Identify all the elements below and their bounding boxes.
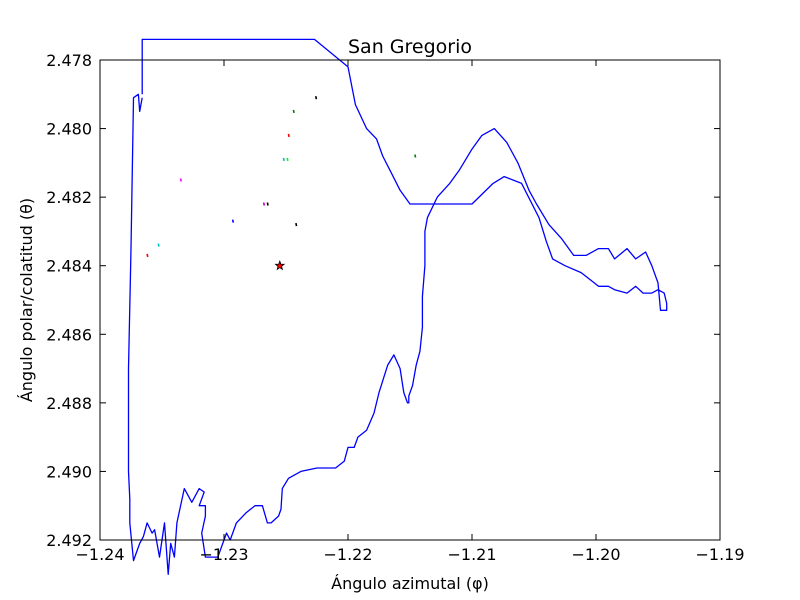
y-tick-label: 2.478: [46, 51, 92, 70]
point-marker-0: [314, 96, 318, 100]
point-marker-3: [286, 157, 289, 162]
series-line-boundary: [127, 38, 668, 575]
point-marker-5: [414, 154, 417, 158]
y-tick-label: 2.490: [46, 462, 92, 481]
x-axis-ticks: −1.24 −1.23 −1.22 −1.21 −1.20 −1.19: [75, 60, 745, 564]
point-marker-11: [157, 243, 160, 247]
y-tick-label: 2.488: [46, 394, 92, 413]
point-marker-2: [287, 133, 290, 138]
point-marker-6: [179, 178, 182, 182]
x-tick-label: −1.23: [199, 545, 248, 564]
y-tick-label: 2.484: [46, 257, 92, 276]
y-tick-label: 2.492: [46, 531, 92, 550]
x-tick-label: −1.22: [323, 545, 372, 564]
star-marker: [274, 260, 286, 271]
point-marker-8: [262, 202, 266, 206]
plot-area: [127, 38, 668, 575]
x-tick-label: −1.21: [447, 545, 496, 564]
point-marker-7: [266, 202, 269, 206]
axes-frame: [99, 59, 721, 541]
x-axis-label: Ángulo azimutal (φ): [331, 574, 489, 593]
x-tick-label: −1.19: [695, 545, 744, 564]
point-marker-1: [292, 109, 295, 114]
y-tick-label: 2.486: [46, 325, 92, 344]
y-axis-label: Ángulo polar/colatitud (θ): [17, 198, 36, 402]
point-marker-9: [231, 219, 235, 223]
chart-title: San Gregorio: [348, 36, 472, 58]
y-tick-label: 2.482: [46, 188, 92, 207]
y-axis-ticks: 2.478 2.480 2.482 2.484 2.486 2.488 2.490 2.492: [46, 51, 720, 550]
y-tick-label: 2.480: [46, 120, 92, 139]
x-tick-label: −1.20: [571, 545, 620, 564]
point-marker-12: [146, 253, 149, 258]
point-marker-4: [282, 157, 285, 162]
x-tick-label: −1.24: [75, 545, 124, 564]
point-marker-10: [295, 222, 298, 227]
